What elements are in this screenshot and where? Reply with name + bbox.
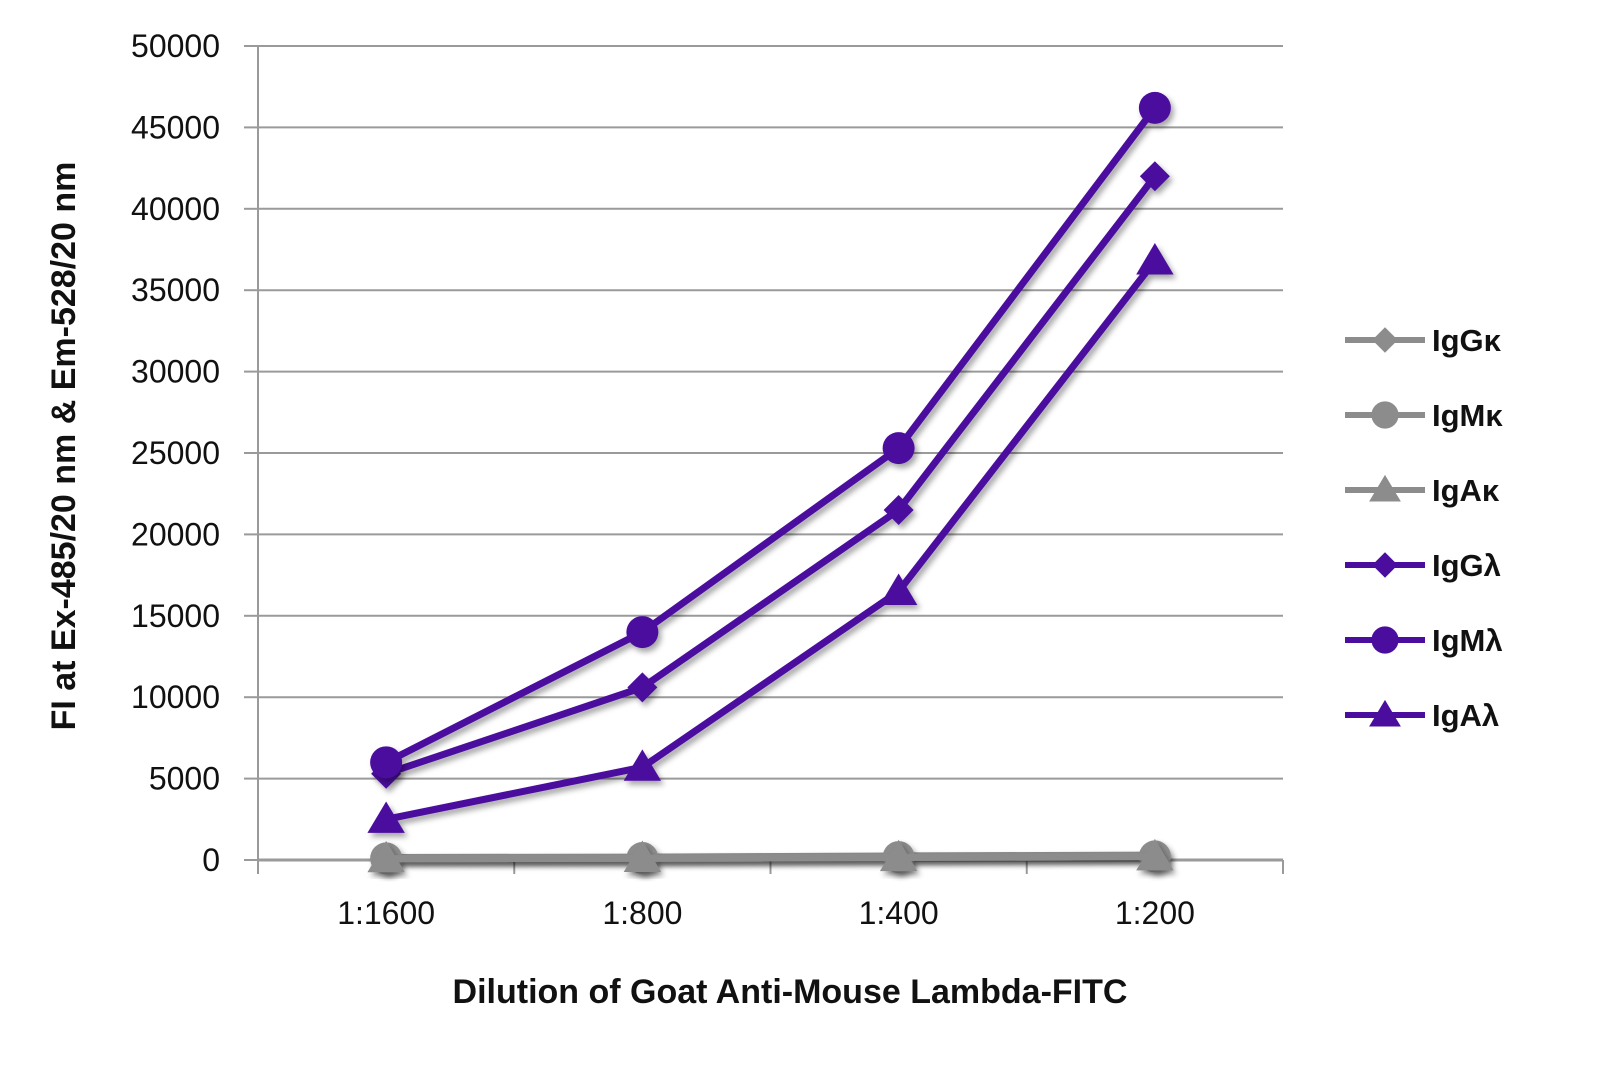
data-point	[627, 672, 658, 703]
legend-marker	[1372, 552, 1398, 578]
legend-label: IgAκ	[1432, 473, 1500, 508]
legend-entry: IgMκ	[1345, 398, 1503, 433]
data-point	[623, 749, 662, 781]
x-tick-label: 1:200	[1115, 895, 1195, 931]
legend-entry: IgAκ	[1345, 473, 1500, 508]
y-tick-label: 0	[202, 842, 220, 878]
y-tick-label: 20000	[131, 516, 220, 552]
data-point	[626, 616, 659, 649]
series-group	[367, 91, 1174, 875]
data-point	[1136, 838, 1174, 871]
x-tick-label: 1:800	[602, 895, 682, 931]
series-line	[382, 104, 1159, 766]
x-tick-label: 1:1600	[337, 895, 435, 931]
data-point	[1138, 91, 1171, 124]
series-IgMλ	[370, 91, 1171, 779]
legend-marker	[1369, 699, 1401, 727]
legend-label: IgMλ	[1432, 623, 1503, 658]
legend-marker	[1371, 401, 1399, 429]
legend-entry: IgAλ	[1345, 698, 1499, 733]
series-IgAλ	[367, 243, 1174, 833]
legend-label: IgAλ	[1432, 698, 1499, 733]
series-IgAκ	[367, 838, 1174, 873]
legend-label: IgMκ	[1432, 398, 1503, 433]
data-point	[882, 432, 915, 465]
legend-label: IgGλ	[1432, 548, 1501, 583]
series-line	[382, 257, 1159, 823]
y-tick-label: 30000	[131, 354, 220, 390]
y-tick-label: 45000	[131, 109, 220, 145]
legend-entry: IgGλ	[1345, 548, 1501, 583]
y-axis-title: FI at Ex-485/20 nm & Em-528/20 nm	[45, 162, 83, 731]
y-tick-label: 25000	[131, 435, 220, 471]
data-point	[1139, 161, 1170, 192]
legend-entry: IgGκ	[1345, 323, 1502, 358]
data-point	[367, 840, 405, 873]
y-tick-label: 50000	[131, 28, 220, 64]
legend-marker	[1371, 626, 1399, 654]
x-axis-title: Dilution of Goat Anti-Mouse Lambda-FITC	[453, 973, 1128, 1011]
gridlines	[258, 45, 1283, 780]
legend-entry: IgMλ	[1345, 623, 1503, 658]
data-point	[879, 839, 918, 872]
legend-marker	[1369, 474, 1401, 502]
data-point	[370, 746, 403, 779]
x-tick-label: 1:400	[859, 895, 939, 931]
series-line	[382, 853, 1159, 863]
legend-label: IgGκ	[1432, 323, 1502, 358]
y-tick-label: 10000	[131, 679, 220, 715]
series-IgGλ	[371, 161, 1170, 789]
data-point	[883, 494, 914, 525]
data-point	[879, 573, 918, 605]
data-point	[367, 801, 405, 833]
y-tick-label: 15000	[131, 598, 220, 634]
data-point	[623, 840, 662, 872]
series-line	[382, 172, 1159, 778]
data-point	[1136, 243, 1174, 275]
axes: 0 5000 10000 15000 20000 25000 30000 35000 40000…	[131, 28, 1284, 931]
legend-marker	[1372, 327, 1398, 353]
y-tick-label: 40000	[131, 191, 220, 227]
y-tick-label: 35000	[131, 272, 220, 308]
y-tick-label: 5000	[149, 761, 220, 797]
legend: IgGκ IgMκ IgAκ IgGλ IgMλ IgAλ	[1345, 323, 1503, 733]
